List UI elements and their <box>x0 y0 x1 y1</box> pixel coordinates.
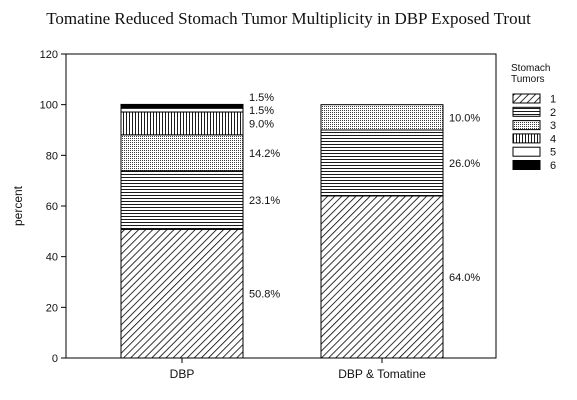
legend-swatch-3 <box>512 120 541 131</box>
data-label: 26.0% <box>449 158 480 170</box>
y-tick-label: 0 <box>52 353 58 365</box>
bar-segment-1 <box>120 228 244 359</box>
data-label: 14.2% <box>249 148 280 160</box>
bar-segment-3 <box>120 134 244 172</box>
legend-swatch-2 <box>512 106 541 117</box>
bar-segment-2 <box>320 129 444 197</box>
legend-entry-label: 4 <box>550 133 556 145</box>
y-tick-label: 20 <box>46 302 58 314</box>
legend-swatch-1 <box>512 93 541 104</box>
y-tick-label: 60 <box>46 201 58 213</box>
chart-title: Tomatine Reduced Stomach Tumor Multiplic… <box>46 9 531 28</box>
x-category-label: DBP & Tomatine <box>338 367 426 381</box>
data-label: 10.0% <box>449 112 480 124</box>
legend-entry-label: 6 <box>550 160 556 172</box>
y-tick-label: 120 <box>40 49 58 61</box>
legend-entry-label: 5 <box>550 147 556 159</box>
y-tick-label: 100 <box>40 100 58 112</box>
data-label: 50.8% <box>249 289 280 301</box>
data-label: 9.0% <box>249 118 274 130</box>
x-category-label: DBP <box>170 367 195 381</box>
y-tick-label: 40 <box>46 252 58 264</box>
y-tick-label: 80 <box>46 150 58 162</box>
legend-title: Stomach <box>511 63 550 74</box>
data-label: 1.5% <box>249 105 274 117</box>
legend-title: Tumors <box>511 74 545 85</box>
bar-segment-2 <box>120 170 244 230</box>
y-axis-label: percent <box>11 185 25 226</box>
legend-entry-label: 1 <box>550 94 556 106</box>
data-label: 64.0% <box>449 272 480 284</box>
legend-swatch-4 <box>512 133 541 144</box>
bar-segment-4 <box>120 111 244 136</box>
bar-segment-6 <box>120 103 244 109</box>
bar-segment-1 <box>320 195 444 359</box>
legend-swatch-5 <box>512 146 541 157</box>
legend-entry-label: 2 <box>550 107 556 119</box>
data-label: 23.1% <box>249 195 280 207</box>
data-label: 1.5% <box>249 92 274 104</box>
bar-segment-3 <box>320 104 444 131</box>
legend-swatch-6 <box>512 160 541 170</box>
bar-segment-5 <box>120 107 244 113</box>
legend-entry-label: 3 <box>550 120 556 132</box>
